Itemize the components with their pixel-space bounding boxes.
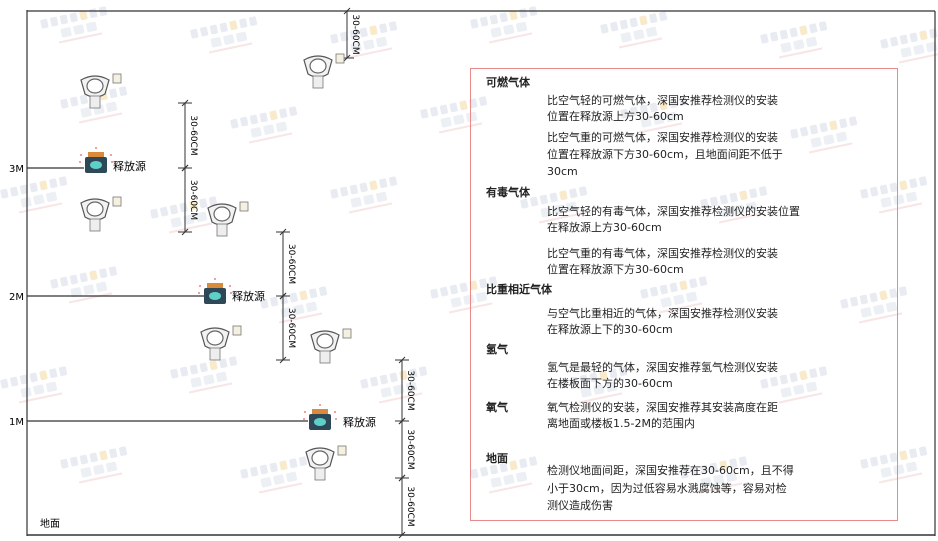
dimension-line: 30-60CM: [395, 417, 415, 482]
watermark-logo: [360, 366, 428, 404]
watermark-logo: [760, 21, 828, 59]
watermark-logo: [470, 6, 538, 44]
watermark-logo: [520, 186, 588, 224]
watermark-logo: [150, 196, 218, 234]
section-title: 氧气: [486, 401, 508, 414]
watermark-logo: [330, 21, 398, 59]
watermark-logo: [790, 116, 858, 154]
watermark-logo: [600, 11, 668, 49]
dimension-label: 30-60CM: [350, 14, 360, 54]
watermark-logo: [880, 28, 938, 64]
gas-detector-icon: [200, 325, 242, 361]
source-label: 释放源: [232, 289, 265, 303]
watermark-logo: [860, 176, 928, 214]
dimension-label: 30-60CM: [286, 244, 296, 284]
gas-detector-icon: [80, 196, 122, 232]
watermark-logo: [470, 456, 538, 494]
dimension-label: 30-60CM: [405, 486, 415, 526]
section-text-line: 比空气轻的可燃气体，深国安推荐检测仪的安装: [547, 94, 778, 107]
section-text-line: 氢气是最轻的气体，深国安推荐氢气检测仪安装: [547, 361, 778, 374]
dimension-line: 30-60CM: [178, 99, 198, 172]
section-text-line: 比空气重的可燃气体，深国安推荐检测仪的安装: [547, 131, 778, 144]
dimension-line: 30-60CM: [395, 356, 415, 425]
section-text-line: 小于30cm，因为过低容易水溅腐蚀等，容易对检: [547, 482, 787, 495]
section-text-line: 在释放源上下的30-60cm: [547, 323, 673, 336]
dimension-line: 30-60CM: [178, 164, 198, 236]
watermark-logo: [700, 186, 768, 224]
dimension-line: 30-60CM: [340, 7, 360, 62]
section-text-line: 位置在释放源下方30-60cm，且地面间距不低于: [547, 148, 783, 161]
section-text-line: 氧气检测仪的安装，深国安推荐其安装高度在距: [547, 401, 778, 414]
watermark-logo: [560, 366, 628, 404]
watermark-logo: [60, 446, 128, 484]
watermark-logo: [760, 366, 828, 404]
watermark-logo: [420, 96, 488, 134]
dimension-label: 30-60CM: [188, 115, 198, 155]
watermark-logo: [0, 176, 68, 214]
level-3m-label: 3M: [9, 164, 24, 175]
dimension-label: 30-60CM: [286, 308, 296, 348]
dimension-line: 30-60CM: [276, 292, 296, 364]
source-label: 释放源: [113, 159, 146, 173]
release-source-icon: [198, 278, 232, 304]
source-label: 释放源: [343, 415, 376, 429]
section-title: 可燃气体: [486, 76, 530, 89]
gas-detector-icon: [310, 328, 352, 364]
gas-detector-icon: [303, 53, 345, 89]
release-source-icon: [303, 404, 337, 430]
section-text-line: 与空气比重相近的气体，深国安推荐检测仪安装: [547, 307, 778, 320]
section-text-line: 测仪造成伤害: [547, 499, 613, 512]
release-source-icon: [79, 147, 113, 173]
level-1m-label: 1M: [9, 417, 24, 428]
watermark-logo: [0, 366, 68, 404]
section-text-line: 在释放源上方30-60cm: [547, 221, 662, 234]
dimension-label: 30-60CM: [405, 370, 415, 410]
watermark-logo: [640, 276, 708, 314]
watermark-logo: [330, 176, 398, 214]
dimension-line: 30-60CM: [276, 228, 296, 300]
watermark-logo: [860, 446, 928, 484]
gas-detector-icon: [80, 73, 122, 109]
dimension-label: 30-60CM: [188, 180, 198, 220]
watermark-logo: [620, 96, 688, 134]
section-text-line: 离地面或楼板1.5-2M的范围内: [547, 417, 695, 430]
section-text-line: 位置在释放源上方30-60cm: [547, 110, 684, 123]
watermark-logo: [190, 16, 258, 54]
gas-detector-icon: [305, 445, 347, 481]
gas-detector-icon: [207, 201, 249, 237]
watermark-logo: [240, 456, 308, 494]
section-title: 有毒气体: [486, 186, 530, 199]
watermark-logo: [680, 456, 748, 494]
dimension-label: 30-60CM: [405, 429, 415, 469]
section-title: 地面: [486, 452, 508, 465]
section-title: 比重相近气体: [486, 283, 552, 296]
watermark-logo: [170, 356, 238, 394]
section-text-line: 位置在释放源下方30-60cm: [547, 263, 684, 276]
watermark-logo: [230, 106, 298, 144]
ground-label: 地面: [40, 517, 60, 530]
installation-notes-panel: 可燃气体比空气轻的可燃气体，深国安推荐检测仪的安装 位置在释放源上方30-60cm…: [470, 68, 898, 521]
watermark-logo: [50, 266, 118, 304]
section-text-line: 比空气轻的有毒气体，深国安推荐检测仪的安装位置: [547, 205, 800, 218]
dimension-line: 30-60CM: [395, 474, 415, 539]
section-text-line: 检测仪地面间距，深国安推荐在30-60cm，且不得: [547, 464, 794, 477]
section-text-line: 比空气重的有毒气体，深国安推荐检测仪的安装: [547, 247, 778, 260]
watermark-logo: [840, 286, 908, 324]
section-text-line: 在楼板面下方的30-60cm: [547, 377, 673, 390]
section-text-line: 30cm: [547, 165, 578, 178]
section-title: 氢气: [486, 343, 508, 356]
level-2m-label: 2M: [9, 292, 24, 303]
